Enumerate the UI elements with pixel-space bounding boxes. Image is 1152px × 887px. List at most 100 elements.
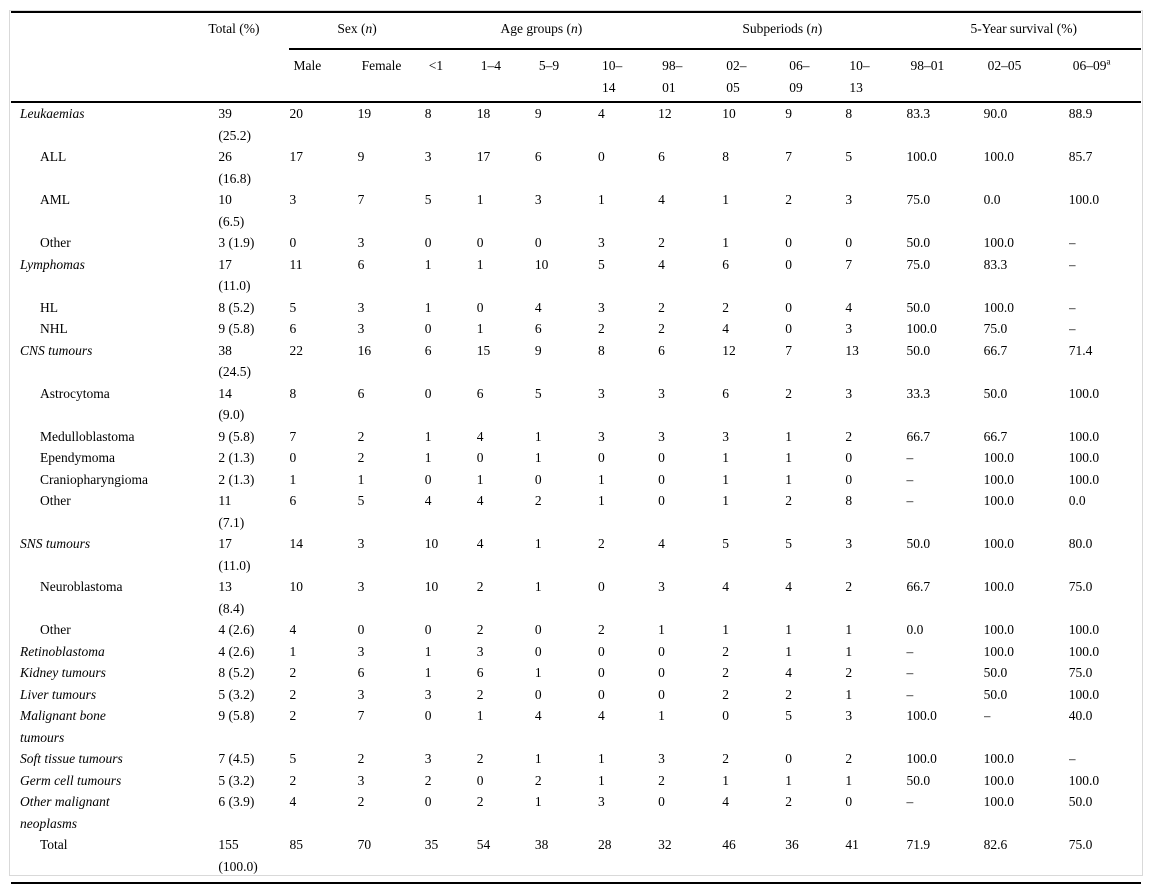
data-cell: 100.0 [1068, 643, 1100, 659]
data-cell: 66.7 [983, 428, 1008, 444]
data-cell: 1 [845, 643, 853, 659]
table-row: CNS tumours 38 (24.5) 22 16 6 15 9 8 6 12 7 13 50.0 6… [11, 340, 1141, 383]
data-cell: 50.0 [906, 235, 931, 250]
data-cell: 0 [424, 708, 432, 723]
data-cell: 54 [476, 834, 535, 884]
total-cell: 17 (11.0) [218, 536, 251, 573]
data-cell: 13 [845, 342, 859, 358]
data-cell: 4 [722, 321, 729, 336]
data-cell: 4 [722, 794, 729, 809]
row-label: Soft tissue tumours [20, 751, 123, 766]
table-row: Other malignant neoplasms 6 (3.9) 4 2 0 2 1 3 0 4… [11, 791, 1141, 834]
row-label: AML [40, 192, 70, 207]
data-cell: – [906, 643, 914, 659]
data-cell: 3 [658, 428, 665, 444]
data-cell: 100.0 [1068, 686, 1100, 702]
data-cell: 0 [424, 471, 432, 487]
data-cell: 1 [534, 665, 542, 680]
data-cell: 1 [289, 471, 297, 487]
data-cell: 1 [785, 772, 793, 788]
data-cell: 0 [845, 471, 853, 487]
data-cell: 2 [357, 428, 365, 444]
data-cell: 100.0 [983, 536, 1014, 551]
data-cell: 18 [476, 106, 491, 121]
data-cell: 16 [357, 342, 372, 358]
data-cell: 2 [289, 772, 297, 788]
table-body: Leukaemias 39 (25.2) 20 19 8 18 9 4 12 10 9 8 83.3 90… [11, 102, 1141, 884]
data-cell: 3 [658, 385, 665, 401]
table-figure: Total (%) Sex (n) Age groups (n) Subperi… [9, 10, 1143, 884]
data-cell: 1 [476, 256, 484, 272]
data-cell: 2 [722, 299, 729, 315]
data-cell: 6 [357, 256, 365, 272]
data-cell: 6 [357, 665, 365, 680]
data-cell: 7 [785, 342, 793, 358]
data-cell: 1 [722, 772, 729, 788]
data-cell: 10 [424, 536, 439, 551]
data-cell: 1 [424, 665, 432, 680]
data-cell: 2 [534, 772, 542, 788]
data-cell: 36 [785, 834, 846, 884]
table-row: Lymphomas 17 (11.0) 11 6 1 1 10 5 4 6 0 7 75.0 83.3– [11, 254, 1141, 297]
data-cell: 1 [534, 579, 542, 594]
data-cell: 2 [845, 665, 853, 680]
group-label-text: 5-Year survival (%) [970, 21, 1078, 36]
data-cell: 0 [289, 235, 297, 250]
data-cell: 3 [722, 428, 729, 444]
data-cell: 1 [534, 536, 542, 551]
data-cell: 0 [658, 665, 665, 680]
data-cell: 100.0 [1068, 622, 1100, 637]
data-cell: – [1068, 321, 1076, 336]
data-cell: 100.0 [906, 321, 937, 336]
column-header-subperiod-10-13: 10– 13 [845, 49, 907, 103]
data-cell: 6 [424, 342, 432, 358]
data-cell: 3 [476, 643, 484, 659]
corner-cell [11, 11, 208, 49]
data-cell: 100.0 [983, 235, 1014, 250]
data-cell: 100.0 [983, 471, 1014, 487]
data-cell: 1 [597, 471, 605, 487]
data-cell: 1 [424, 643, 432, 659]
row-label: Astrocytoma [40, 385, 110, 401]
row-label: CNS tumours [20, 342, 93, 358]
data-cell: – [1068, 235, 1076, 250]
row-label: HL [40, 299, 58, 315]
total-cell: 39 (25.2) [218, 106, 251, 143]
data-cell: 0 [534, 686, 542, 702]
data-cell: 88.9 [1068, 106, 1093, 121]
data-cell: 83.3 [983, 256, 1008, 272]
row-label: Liver tumours [20, 686, 97, 702]
data-cell: 1 [722, 450, 729, 465]
data-cell: 75.0 [906, 192, 931, 207]
data-cell: 100.0 [983, 622, 1014, 637]
group-label-text: ) [372, 21, 377, 36]
data-cell: 2 [476, 686, 484, 702]
data-cell: 9 [785, 106, 793, 121]
total-cell: 7 (4.5) [218, 751, 255, 766]
data-cell: 2 [722, 643, 729, 659]
data-cell: 0 [424, 385, 432, 401]
table-row: Other 3 (1.9) 0 3 0 0 0 3 2 1 0 0 50.0 100.0 – [11, 232, 1141, 254]
data-cell: 0 [534, 471, 542, 487]
data-cell: 0 [476, 772, 484, 788]
data-cell: 19 [357, 106, 372, 121]
data-cell: 50.0 [906, 772, 931, 788]
data-cell: 41 [845, 834, 907, 884]
row-label: Malignant bone tumours [20, 708, 106, 745]
data-cell: 2 [658, 235, 665, 250]
data-cell: 6 [476, 665, 484, 680]
group-label-text: ) [577, 21, 583, 36]
data-cell: 82.6 [983, 834, 1069, 884]
column-header-subperiod-02-05: 02– 05 [722, 49, 786, 103]
data-cell: 9 [534, 342, 542, 358]
data-cell: 5 [534, 385, 542, 401]
data-cell: 0 [658, 493, 665, 508]
data-cell: 3 [424, 149, 432, 164]
data-cell: 3 [424, 751, 432, 766]
data-cell: 70 [357, 834, 425, 884]
table-row: Retinoblastoma 4 (2.6) 1 3 1 3 0 0 0 2 1 1 – 100.0 100… [11, 641, 1141, 663]
data-cell: – [906, 493, 914, 508]
total-column-header: Total (%) [207, 11, 290, 49]
data-cell: 1 [597, 751, 605, 766]
row-label: Kidney tumours [20, 665, 106, 680]
